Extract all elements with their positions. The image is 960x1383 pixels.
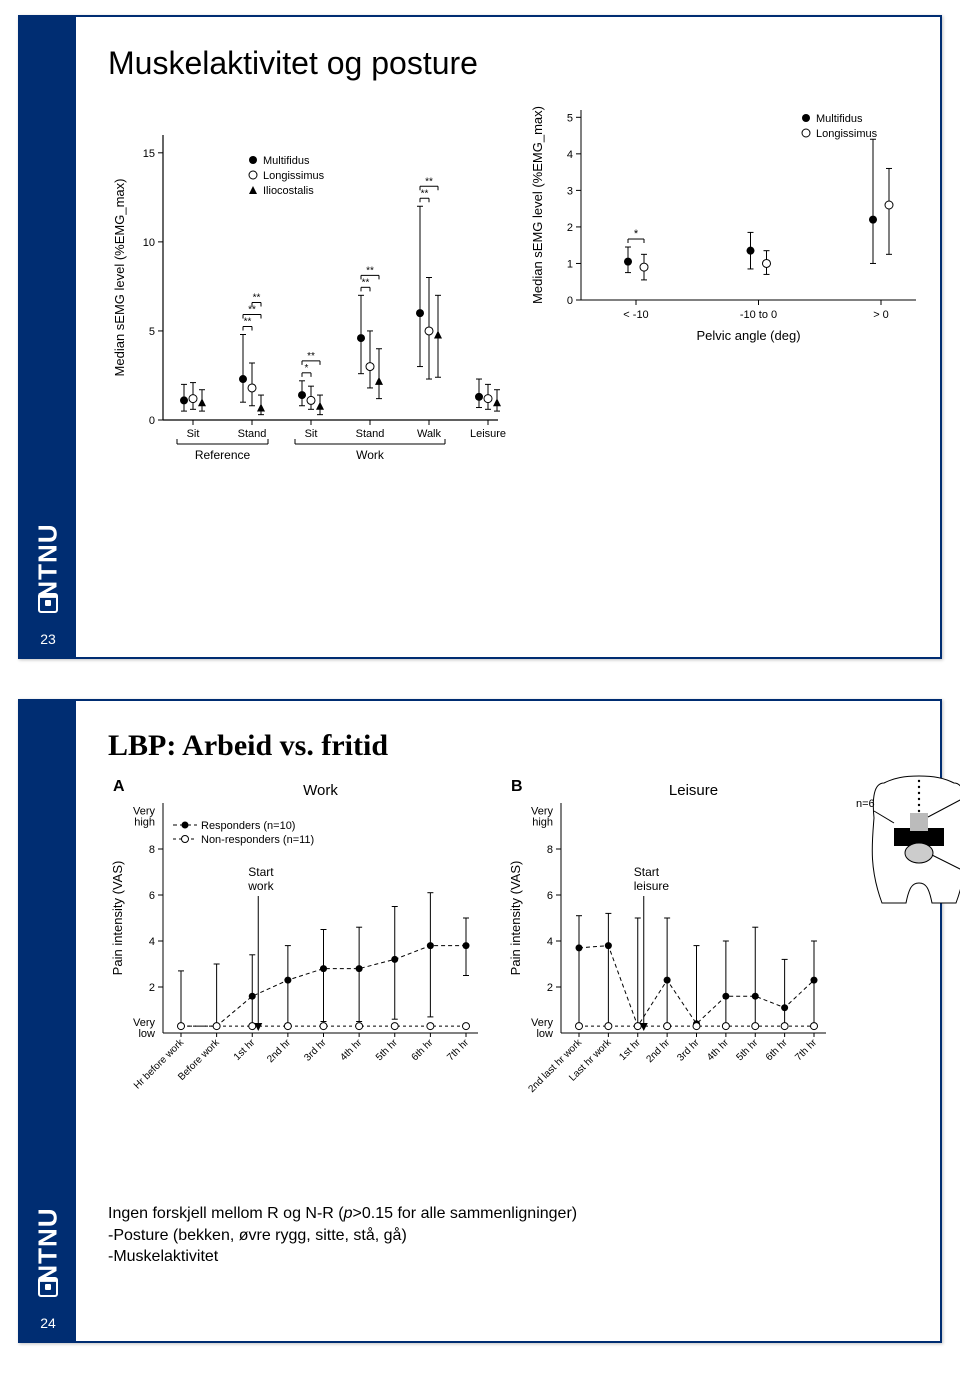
svg-text:< -10: < -10 [623, 309, 648, 321]
svg-text:n=6: n=6 [856, 798, 875, 810]
svg-text:Multifidus: Multifidus [263, 155, 310, 167]
svg-text:Start: Start [248, 865, 274, 879]
svg-text:7th hr: 7th hr [793, 1037, 819, 1063]
svg-text:15: 15 [143, 148, 155, 160]
svg-text:5: 5 [149, 326, 155, 338]
svg-text:Sit: Sit [187, 428, 200, 440]
svg-text:Longissimus: Longissimus [263, 170, 325, 182]
svg-text:**: ** [362, 277, 370, 288]
svg-text:Pelvic angle (deg): Pelvic angle (deg) [696, 328, 800, 343]
page-number: 24 [40, 1315, 56, 1331]
slide-title: LBP: Arbeid vs. fritid [108, 729, 916, 763]
brand-icon [38, 593, 58, 613]
svg-text:3rd hr: 3rd hr [302, 1037, 329, 1064]
svg-text:Leisure: Leisure [669, 782, 718, 799]
svg-text:Non-responders (n=11): Non-responders (n=11) [201, 834, 314, 846]
svg-text:Median sEMG level (%EMG_max): Median sEMG level (%EMG_max) [530, 106, 545, 304]
svg-text:5: 5 [567, 112, 573, 124]
svg-text:1: 1 [567, 258, 573, 270]
svg-text:B: B [511, 778, 523, 795]
chart-semg-activity: 0 5 10 15 Median sEMG level (%EMG_max) Multif… [108, 100, 508, 530]
svg-text:high: high [532, 817, 553, 829]
svg-text:Sit: Sit [305, 428, 318, 440]
svg-text:6th hr: 6th hr [410, 1037, 436, 1063]
svg-text:-10 to 0: -10 to 0 [740, 309, 777, 321]
svg-text:Iliocostalis: Iliocostalis [263, 185, 314, 197]
svg-text:**: ** [253, 293, 261, 304]
svg-text:A: A [113, 778, 125, 795]
slide-1: NTNU 23 Muskelaktivitet og posture 05101… [18, 15, 942, 659]
svg-text:Work: Work [303, 782, 338, 799]
svg-text:high: high [134, 817, 155, 829]
svg-text:**: ** [307, 351, 315, 362]
footer-line: -Muskelaktivitet [108, 1248, 218, 1265]
svg-text:1st hr: 1st hr [232, 1037, 258, 1063]
svg-text:6: 6 [547, 890, 553, 902]
svg-text:**: ** [421, 188, 429, 199]
svg-text:**: ** [244, 317, 252, 328]
slide-title: Muskelaktivitet og posture [108, 45, 916, 82]
svg-text:work: work [247, 879, 274, 893]
footer-text: Ingen forskjell mellom R og N-R (p>0.15 … [108, 1203, 916, 1268]
svg-text:5th hr: 5th hr [374, 1037, 400, 1063]
svg-text:*: * [634, 228, 639, 240]
svg-text:low: low [138, 1028, 155, 1040]
svg-text:3rd hr: 3rd hr [675, 1037, 702, 1064]
svg-text:1st hr: 1st hr [617, 1037, 643, 1063]
svg-text:2nd hr: 2nd hr [265, 1037, 293, 1065]
brand-icon [38, 1277, 58, 1297]
svg-text:5th hr: 5th hr [735, 1037, 761, 1063]
svg-text:Work: Work [356, 448, 385, 462]
svg-text:leisure: leisure [634, 879, 670, 893]
svg-text:Stand: Stand [238, 428, 267, 440]
svg-text:8: 8 [547, 844, 553, 856]
brand-text: NTNU [33, 523, 64, 599]
slide-2: NTNU 24 LBP: Arbeid vs. fritid AWorkVery… [18, 699, 942, 1343]
svg-text:3: 3 [567, 185, 573, 197]
svg-text:Median sEMG level (%EMG_max): Median sEMG level (%EMG_max) [112, 179, 127, 377]
brand-text: NTNU [33, 1207, 64, 1283]
svg-text:Hr before work: Hr before work [132, 1037, 187, 1092]
svg-text:Pain intensity (VAS): Pain intensity (VAS) [508, 861, 523, 976]
svg-text:**: ** [366, 265, 374, 276]
svg-text:Responders (n=10): Responders (n=10) [201, 820, 295, 832]
svg-text:Leisure: Leisure [470, 428, 506, 440]
svg-text:4th hr: 4th hr [705, 1037, 731, 1063]
svg-text:Reference: Reference [195, 448, 251, 462]
body-diagram: n=6n=4n=2 [854, 773, 960, 923]
svg-text:8: 8 [149, 844, 155, 856]
svg-text:6th hr: 6th hr [764, 1037, 790, 1063]
footer-line: Ingen forskjell mellom R og N-R (p>0.15 … [108, 1205, 577, 1222]
chart-semg-pelvic: 0 1 2 3 4 5 Median sEMG level (%EMG_max) Multif… [526, 100, 926, 400]
svg-text:Pain intensity (VAS): Pain intensity (VAS) [110, 861, 125, 976]
svg-text:10: 10 [143, 237, 155, 249]
svg-text:Multifidus: Multifidus [816, 113, 863, 125]
svg-text:4th hr: 4th hr [338, 1037, 364, 1063]
svg-text:Longissimus: Longissimus [816, 128, 878, 140]
svg-text:Stand: Stand [356, 428, 385, 440]
svg-text:Start: Start [634, 865, 660, 879]
svg-text:low: low [536, 1028, 553, 1040]
svg-text:4: 4 [547, 936, 553, 948]
svg-text:4: 4 [149, 936, 155, 948]
svg-text:Walk: Walk [417, 428, 442, 440]
footer-line: -Posture (bekken, øvre rygg, sitte, stå,… [108, 1227, 407, 1244]
svg-text:2: 2 [547, 982, 553, 994]
svg-text:6: 6 [149, 890, 155, 902]
svg-text:*: * [305, 363, 309, 374]
svg-text:4: 4 [567, 149, 573, 161]
chart-work-vas: AWorkVeryhigh2468VerylowPain intensity (… [108, 773, 488, 1133]
page-number: 23 [40, 631, 56, 647]
svg-text:> 0: > 0 [873, 309, 889, 321]
sidebar: NTNU 24 [20, 701, 76, 1341]
sidebar: NTNU 23 [20, 17, 76, 657]
svg-text:2nd hr: 2nd hr [644, 1037, 672, 1065]
svg-text:**: ** [425, 176, 433, 187]
svg-text:2: 2 [149, 982, 155, 994]
svg-text:0: 0 [567, 295, 573, 307]
chart-leisure-vas: BLeisureVeryhigh2468VerylowPain intensit… [506, 773, 836, 1133]
svg-text:0: 0 [149, 415, 155, 427]
svg-text:7th hr: 7th hr [445, 1037, 471, 1063]
svg-text:2: 2 [567, 222, 573, 234]
